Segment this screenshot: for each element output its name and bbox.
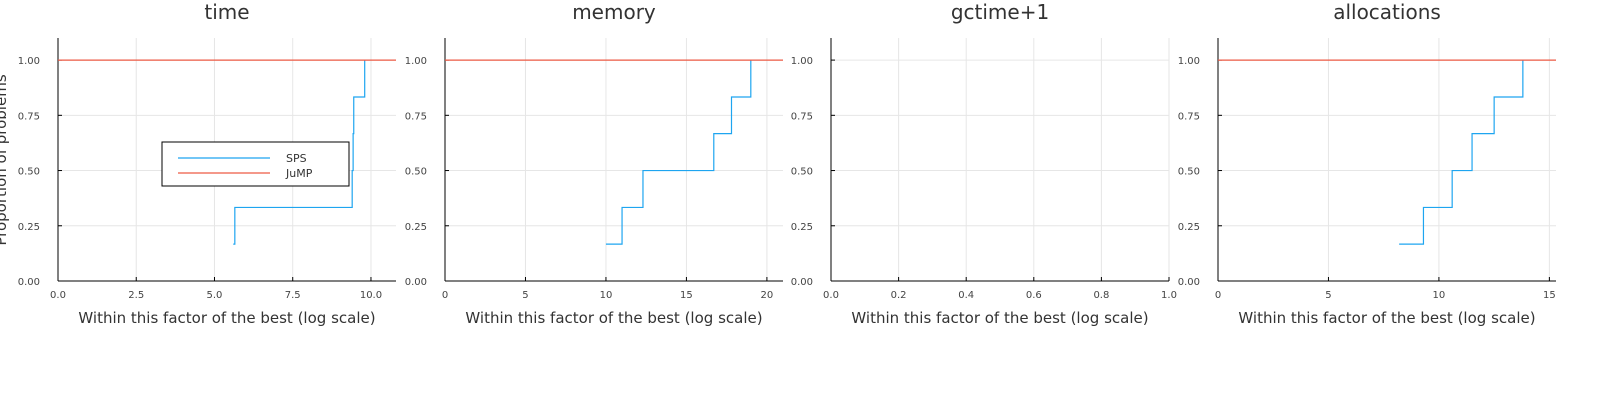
y-axis-label: Proportion of problems <box>0 74 10 245</box>
panel-title: gctime+1 <box>951 0 1049 24</box>
x-tick-label: 20 <box>761 290 774 301</box>
x-tick-label: 15 <box>680 290 693 301</box>
y-tick-label: 0.25 <box>791 222 813 233</box>
x-tick-label: 15 <box>1543 290 1556 301</box>
chart-panel-1: 0 5 10 15 20 0.00 0.25 0.50 0.75 1.00 memory Within… <box>405 0 783 327</box>
legend-label-sps: SPS <box>286 152 307 165</box>
series-line-sps <box>1399 60 1524 245</box>
y-tick-label: 0.25 <box>405 222 427 233</box>
x-tick-label: 10 <box>600 290 613 301</box>
series-line-sps <box>233 60 366 245</box>
x-tick-label: 0.6 <box>1026 290 1042 301</box>
x-tick-label: 0.4 <box>958 290 974 301</box>
y-tick-label: 1.00 <box>1178 56 1200 67</box>
x-axis-label: Within this factor of the best (log scal… <box>1238 309 1535 327</box>
legend: SPS JuMP <box>161 141 350 187</box>
y-tick-label: 0.75 <box>405 111 427 122</box>
y-tick-label: 0.25 <box>18 222 40 233</box>
y-tick-label: 0.50 <box>1178 167 1200 178</box>
x-tick-label: 10.0 <box>360 290 382 301</box>
x-tick-label: 1.0 <box>1161 290 1177 301</box>
y-tick-label: 0.50 <box>791 167 813 178</box>
chart-panel-2: 0.0 0.2 0.4 0.6 0.8 1.0 0.00 0.25 0.50 0.75 1.00 gc… <box>791 0 1177 327</box>
panel-title: time <box>204 0 249 24</box>
legend-box <box>161 141 350 187</box>
x-tick-label: 10 <box>1433 290 1446 301</box>
x-axis-label: Within this factor of the best (log scal… <box>851 309 1148 327</box>
x-tick-label: 5 <box>522 290 528 301</box>
y-tick-label: 1.00 <box>791 56 813 67</box>
y-tick-label: 0.50 <box>405 167 427 178</box>
x-tick-label: 0.0 <box>50 290 66 301</box>
x-tick-label: 5 <box>1325 290 1331 301</box>
y-tick-label: 0.50 <box>18 167 40 178</box>
x-axis-label: Within this factor of the best (log scal… <box>78 309 375 327</box>
panel-title: allocations <box>1333 0 1441 24</box>
y-tick-label: 0.00 <box>1178 277 1200 288</box>
y-tick-label: 0.75 <box>1178 111 1200 122</box>
y-tick-label: 1.00 <box>405 56 427 67</box>
x-tick-label: 5.0 <box>207 290 223 301</box>
y-tick-label: 0.25 <box>1178 222 1200 233</box>
chart-panel-3: 0 5 10 15 0.00 0.25 0.50 0.75 1.00 allocations Wit… <box>1178 0 1556 327</box>
x-tick-label: 0 <box>442 290 448 301</box>
y-tick-label: 1.00 <box>18 56 40 67</box>
y-tick-label: 0.00 <box>791 277 813 288</box>
x-tick-label: 0.2 <box>891 290 907 301</box>
x-tick-label: 0.0 <box>823 290 839 301</box>
panel-title: memory <box>572 0 656 24</box>
y-tick-label: 0.00 <box>405 277 427 288</box>
x-axis-label: Within this factor of the best (log scal… <box>465 309 762 327</box>
x-tick-label: 2.5 <box>128 290 144 301</box>
x-tick-label: 0.8 <box>1093 290 1109 301</box>
y-tick-label: 0.00 <box>18 277 40 288</box>
y-tick-label: 0.75 <box>791 111 813 122</box>
y-tick-label: 0.75 <box>18 111 40 122</box>
legend-label-jump: JuMP <box>285 167 313 180</box>
series-line-sps <box>605 60 752 245</box>
chart-panel-0: 0.0 2.5 5.0 7.5 10.0 0.00 0.25 0.50 0.75 1.00 time… <box>18 0 396 327</box>
x-tick-label: 7.5 <box>285 290 301 301</box>
x-tick-label: 0 <box>1215 290 1221 301</box>
